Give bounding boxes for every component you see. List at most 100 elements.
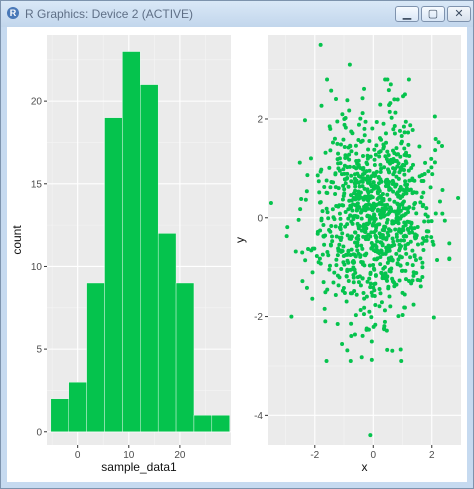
scatter-point — [317, 256, 322, 261]
scatter-point — [386, 227, 391, 232]
scatter-point — [382, 165, 387, 170]
scatter-point — [347, 157, 352, 162]
scatter-point — [415, 278, 420, 283]
plot-canvas: 0 10 20 0 5 10 15 20 sample_data1 count -2 0 2 -4 -2 0… — [7, 27, 467, 482]
scatter-point — [368, 182, 373, 187]
scatter-point — [374, 143, 379, 148]
scatter-point — [399, 359, 404, 364]
histogram-bar — [122, 51, 141, 432]
scatter-point — [384, 220, 389, 225]
scatter-point — [391, 127, 396, 132]
scatter-point — [387, 294, 392, 299]
scatter-point — [378, 262, 383, 267]
scatter-point — [379, 240, 384, 245]
scatter-point — [341, 167, 346, 172]
scatter-point — [364, 294, 369, 299]
scatter-point — [405, 207, 410, 212]
scatter-point — [338, 216, 343, 221]
scatter-point — [346, 260, 351, 265]
scatter-point — [401, 124, 406, 129]
scatter-point — [401, 94, 406, 99]
scatter-point — [406, 142, 411, 147]
scatter-point — [365, 156, 370, 161]
scatter-point — [392, 243, 397, 248]
scatter-point — [333, 224, 338, 229]
scatter-point — [369, 230, 374, 235]
scatter-point — [396, 161, 401, 166]
scatter-point — [388, 82, 393, 87]
scatter-point — [337, 275, 342, 280]
scatter-point — [375, 208, 380, 213]
scatter-point — [349, 179, 354, 184]
scatter-point — [285, 225, 290, 230]
scatter-point — [385, 149, 390, 154]
scatter-point — [327, 165, 332, 170]
histogram-bar — [50, 398, 69, 432]
scatter-point — [321, 234, 326, 239]
scatter-point — [401, 228, 406, 233]
maximize-button[interactable]: ▢ — [421, 6, 445, 22]
scatter-point — [394, 146, 399, 151]
scatter-point — [375, 239, 380, 244]
title-bar[interactable]: R R Graphics: Device 2 (ACTIVE) ▁ ▢ ✕ — [1, 1, 473, 27]
scatter-point — [422, 238, 427, 243]
scatter-point — [395, 217, 400, 222]
scatter-point — [379, 270, 384, 275]
scatter-point — [319, 103, 324, 108]
close-button[interactable]: ✕ — [447, 6, 471, 22]
scatter-point — [403, 277, 408, 282]
scatter-point — [392, 209, 397, 214]
scatter-point — [347, 164, 352, 169]
scatter-point — [440, 211, 445, 216]
scatter-point — [377, 195, 382, 200]
scatter-point — [404, 191, 409, 196]
scatter-point — [404, 251, 409, 256]
scatter-point — [378, 102, 383, 107]
scatter-point — [351, 265, 356, 270]
scatter-x-tick-label: 2 — [429, 450, 435, 461]
scatter-point — [395, 97, 400, 102]
scatter-point — [398, 230, 403, 235]
scatter-point — [364, 327, 369, 332]
scatter-point — [367, 220, 372, 225]
scatter-point — [392, 199, 397, 204]
scatter-point — [395, 164, 400, 169]
scatter-x-tick-label: -2 — [310, 450, 319, 461]
scatter-point — [386, 243, 391, 248]
scatter-point — [339, 172, 344, 177]
scatter-point — [402, 292, 407, 297]
scatter-point — [325, 190, 330, 195]
scatter-point — [372, 288, 377, 293]
scatter-point — [424, 234, 429, 239]
scatter-point — [349, 173, 354, 178]
scatter-point — [398, 195, 403, 200]
scatter-point — [431, 242, 436, 247]
scatter-point — [411, 302, 416, 307]
histogram-bar — [175, 282, 195, 432]
scatter-point — [423, 160, 428, 165]
scatter-point — [360, 333, 365, 338]
scatter-point — [325, 249, 330, 254]
scatter-point — [399, 238, 404, 243]
scatter-point — [414, 211, 419, 216]
scatter-point — [385, 177, 390, 182]
scatter-point — [386, 88, 391, 93]
minimize-button[interactable]: ▁ — [395, 6, 419, 22]
scatter-point — [353, 230, 358, 235]
scatter-point — [456, 196, 461, 201]
scatter-point — [348, 359, 353, 364]
scatter-point — [358, 308, 363, 313]
scatter-point — [335, 253, 340, 258]
scatter-point — [343, 155, 348, 160]
scatter-point — [358, 195, 363, 200]
scatter-point — [359, 243, 364, 248]
scatter-point — [442, 218, 447, 223]
scatter-point — [378, 162, 383, 167]
scatter-point — [349, 236, 354, 241]
scatter-point — [364, 160, 369, 165]
scatter-point — [405, 261, 410, 266]
scatter-point — [338, 248, 343, 253]
scatter-point — [392, 284, 397, 289]
scatter-point — [418, 200, 423, 205]
scatter-point — [337, 211, 342, 216]
